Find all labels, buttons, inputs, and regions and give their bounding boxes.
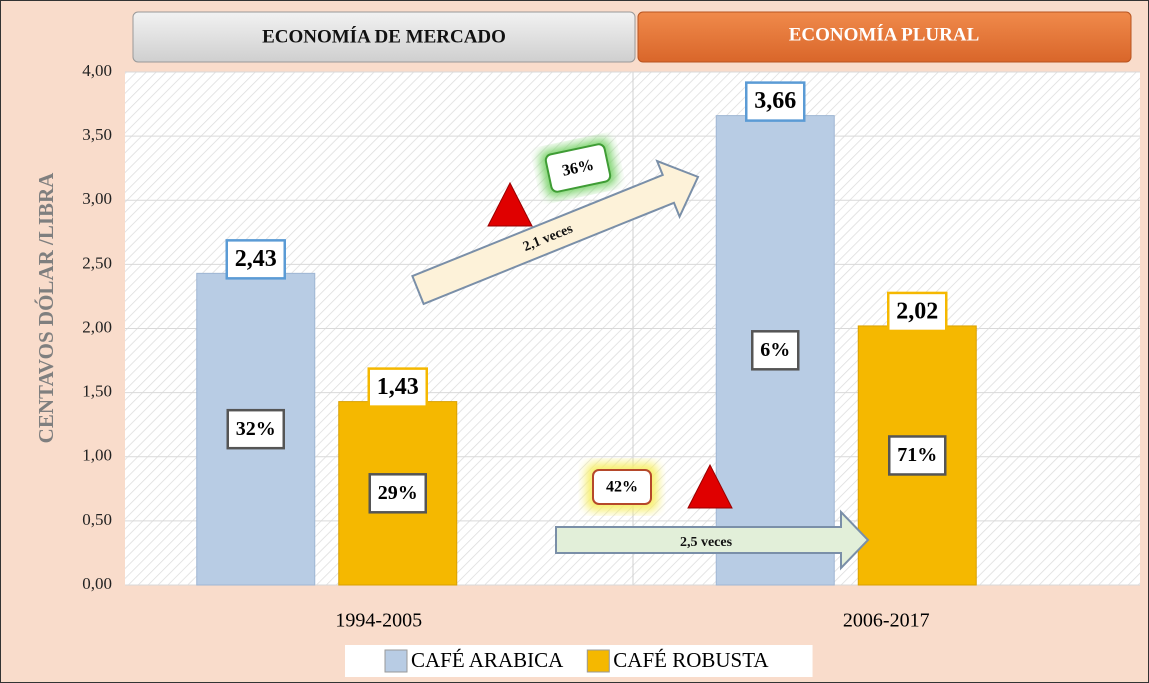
y-tick-label: 0,00 — [82, 574, 112, 593]
panel-header — [132, 11, 636, 63]
legend-bg — [345, 645, 813, 677]
value-label: 3,66 — [754, 88, 796, 114]
data-label: 2,43 — [225, 239, 286, 280]
y-tick-label: 1,00 — [82, 446, 112, 465]
up-triangle — [687, 463, 733, 509]
x-tick-label: 2006-2017 — [843, 610, 930, 632]
y-axis-label: CENTAVOS DÓLAR /LIBRA — [34, 172, 58, 444]
growth-badge: 36% — [539, 138, 617, 198]
y-tick-label: 2,50 — [82, 253, 112, 272]
y-tick-label: 2,00 — [82, 317, 112, 336]
value-label: 2,43 — [235, 246, 277, 272]
panel-title: ECONOMÍA DE MERCADO — [262, 25, 506, 47]
value-label: 29% — [378, 482, 418, 504]
growth-percent: 42% — [606, 479, 638, 496]
value-label: 71% — [897, 444, 937, 466]
y-tick-label: 3,50 — [82, 125, 112, 144]
y-tick-label: 0,50 — [82, 510, 112, 529]
panel-title: ECONOMÍA PLURAL — [789, 23, 980, 45]
label-box — [887, 291, 948, 333]
value-label: 6% — [760, 339, 790, 361]
label-box — [225, 239, 286, 280]
growth-badge: 42% — [586, 463, 658, 511]
y-tick-label: 4,00 — [82, 61, 112, 80]
legend-swatch — [586, 649, 610, 673]
arrow: 2,5 veces — [555, 509, 870, 571]
value-label: 32% — [236, 418, 276, 440]
data-label: 3,66 — [745, 81, 806, 122]
data-label: 32% — [226, 408, 285, 450]
legend-label: CAFÉ ARABICA — [411, 648, 564, 672]
label-box — [751, 330, 800, 371]
label-box — [226, 408, 285, 450]
value-label: 1,43 — [377, 374, 419, 400]
legend-swatch — [384, 649, 408, 673]
data-label: 6% — [751, 330, 800, 371]
data-label: 71% — [888, 435, 947, 476]
label-box — [888, 435, 947, 476]
arrow-label: 2,5 veces — [680, 535, 733, 550]
data-label: 2,02 — [887, 291, 948, 333]
y-tick-label: 1,50 — [82, 382, 112, 401]
data-label: 29% — [368, 473, 427, 514]
growth-percent: 36% — [561, 157, 596, 180]
x-tick-label: 1994-2005 — [335, 610, 422, 632]
panel-header — [637, 11, 1132, 63]
label-box — [368, 473, 427, 514]
up-triangle — [487, 181, 533, 227]
label-box — [745, 81, 806, 122]
label-box — [367, 367, 428, 408]
value-label: 2,02 — [896, 298, 938, 324]
data-label: 1,43 — [367, 367, 428, 408]
legend-label: CAFÉ ROBUSTA — [613, 648, 769, 672]
y-tick-label: 3,00 — [82, 189, 112, 208]
